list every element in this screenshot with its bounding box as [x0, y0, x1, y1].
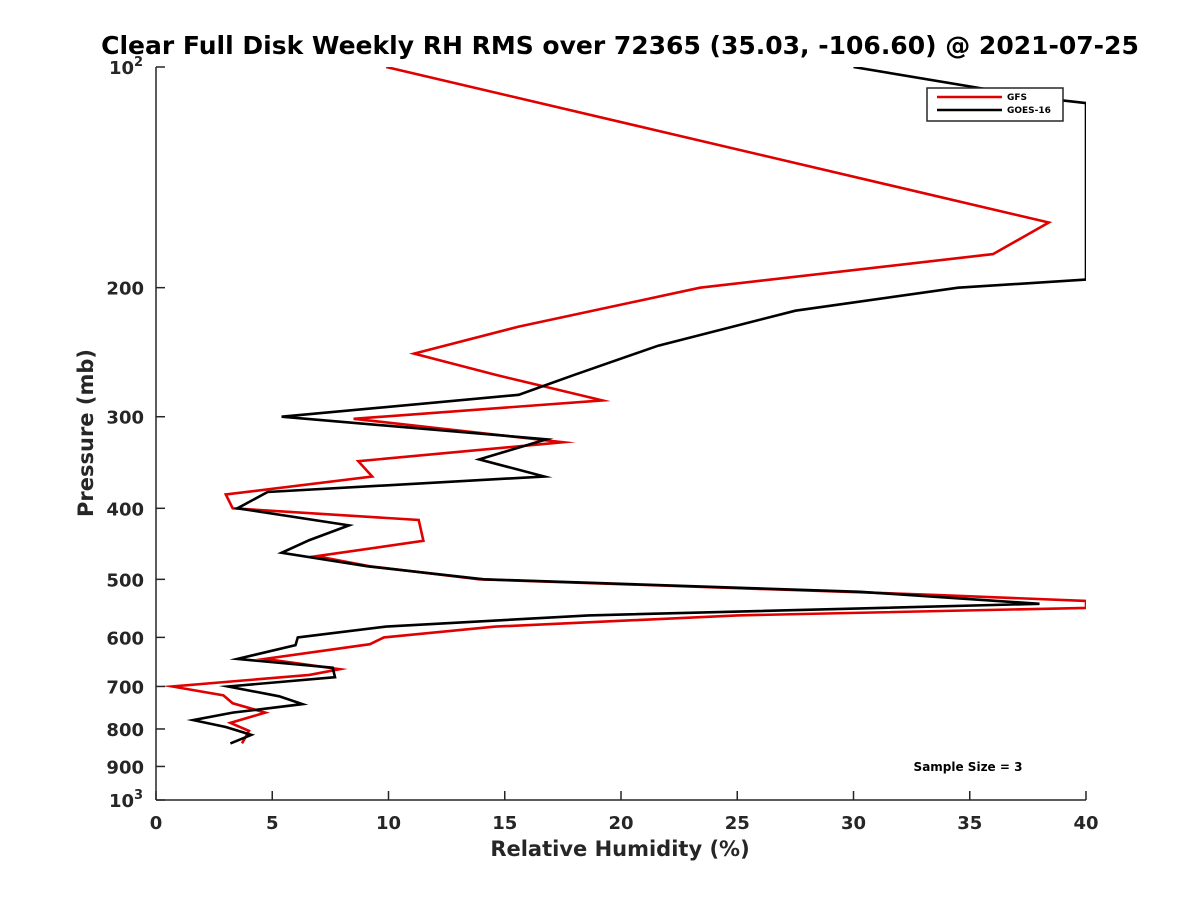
legend-box	[926, 87, 1064, 122]
x-tick-label-25: 25	[725, 813, 750, 834]
x-tick-label-0: 0	[150, 813, 163, 834]
y-tick-label-800: 800	[106, 720, 144, 741]
x-tick-label-20: 20	[608, 813, 633, 834]
y-tick-label-300: 300	[106, 408, 144, 429]
sample-size-annotation: Sample Size = 3	[914, 760, 1023, 774]
y-tick-label-500: 500	[106, 570, 144, 591]
chart-title: Clear Full Disk Weekly RH RMS over 72365…	[101, 31, 1139, 60]
legend-label-gfs: GFS	[1007, 93, 1027, 103]
legend: GFS GOES-16	[926, 87, 1064, 122]
y-tick-label-700: 700	[106, 677, 144, 698]
x-axis-label: Relative Humidity (%)	[490, 837, 749, 861]
x-tick-label-30: 30	[841, 813, 866, 834]
y-tick-label-100: 10	[109, 58, 134, 79]
y-tick-superscript-1000: 3	[134, 788, 143, 803]
x-tick-label-5: 5	[266, 813, 279, 834]
y-tick-label-600: 600	[106, 628, 144, 649]
y-tick-superscript-100: 2	[134, 55, 143, 70]
x-tick-label-35: 35	[957, 813, 982, 834]
y-tick-label-200: 200	[106, 279, 144, 300]
series-line-goes-16	[186, 67, 1086, 745]
x-tick-label-40: 40	[1073, 813, 1098, 834]
x-tick-label-10: 10	[376, 813, 401, 834]
y-axis-label: Pressure (mb)	[74, 349, 98, 517]
y-tick-label-400: 400	[106, 499, 144, 520]
legend-label-goes-16: GOES-16	[1007, 106, 1051, 116]
y-tick-label-900: 900	[106, 757, 144, 778]
y-tick-label-1000: 10	[109, 791, 134, 812]
x-tick-label-15: 15	[492, 813, 517, 834]
series-group	[162, 67, 1086, 745]
